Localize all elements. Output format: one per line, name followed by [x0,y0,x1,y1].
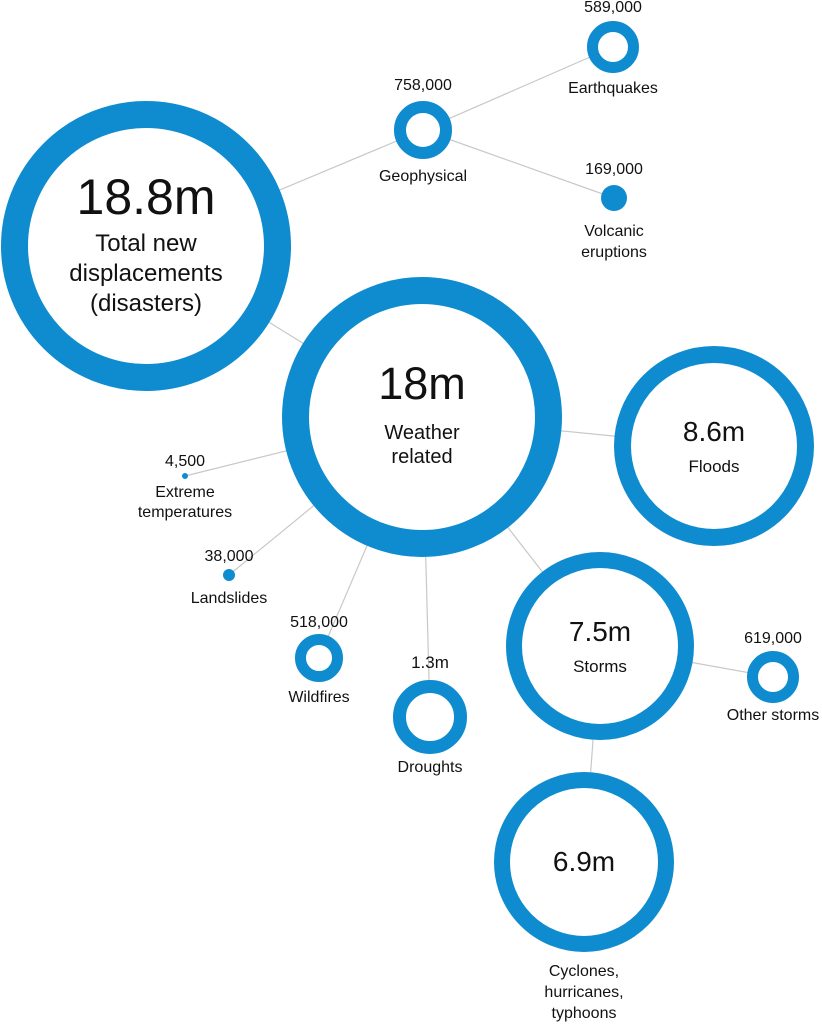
landslides-value: 38,000 [205,548,254,565]
storms-label-line: Storms [573,657,627,676]
connector-geophysical-volcanic [422,129,615,199]
storms-ring [506,552,694,740]
other-storms-ring [747,651,799,703]
cyclones-value: 6.9m [553,846,615,877]
extreme-label-line: temperatures [138,504,232,521]
storms-value: 7.5m [569,616,631,647]
total-value: 18.8m [77,169,216,225]
geophysical-label-line: Geophysical [379,168,467,185]
total-label-line: Total new [95,230,197,257]
earthquakes-value: 589,000 [584,0,642,16]
floods-ring [614,346,814,546]
cyclones-label-line: typhoons [552,1005,617,1022]
geophysical-ring [394,101,452,159]
total-ring [1,101,291,391]
other-storms-value: 619,000 [744,630,802,647]
geophysical-value: 758,000 [394,77,452,94]
droughts-ring [393,680,467,754]
extreme-value: 4,500 [165,453,205,470]
wildfires-value: 518,000 [290,614,348,631]
weather-ring [282,277,562,557]
volcanic-label-line: Volcanic [584,223,644,240]
landslides-label-line: Landslides [191,590,268,607]
floods-label-line: Floods [688,457,739,476]
volcanic-value: 169,000 [585,161,643,178]
volcanic-label-line: eruptions [581,244,647,261]
landslides-dot [223,569,235,581]
earthquakes-ring [587,21,639,73]
cyclones-label-line: Cyclones, [549,963,619,980]
other-storms-label-line: Other storms [727,707,819,724]
weather-value: 18m [378,358,466,409]
floods-value: 8.6m [683,416,745,447]
droughts-value: 1.3m [411,653,449,672]
earthquakes-label-line: Earthquakes [568,80,658,97]
wildfires-ring [295,634,343,682]
droughts-label-line: Droughts [398,759,463,776]
weather-label-line: related [391,446,452,468]
total-label-line: displacements [69,260,222,287]
total-label-line: (disasters) [90,290,202,317]
cyclones-ring [494,772,674,952]
node-circles [1,21,814,952]
wildfires-label-line: Wildfires [288,689,349,706]
extreme-label-line: Extreme [155,484,215,501]
volcanic-dot [601,185,627,211]
connector-geophysical-earthquakes [422,46,614,131]
extreme-dot [182,473,188,479]
node-labels: 18.8m Total new displacements (disasters) 75… [69,0,819,1022]
cyclones-label-line: hurricanes, [544,984,623,1001]
weather-label-line: Weather [384,422,460,444]
